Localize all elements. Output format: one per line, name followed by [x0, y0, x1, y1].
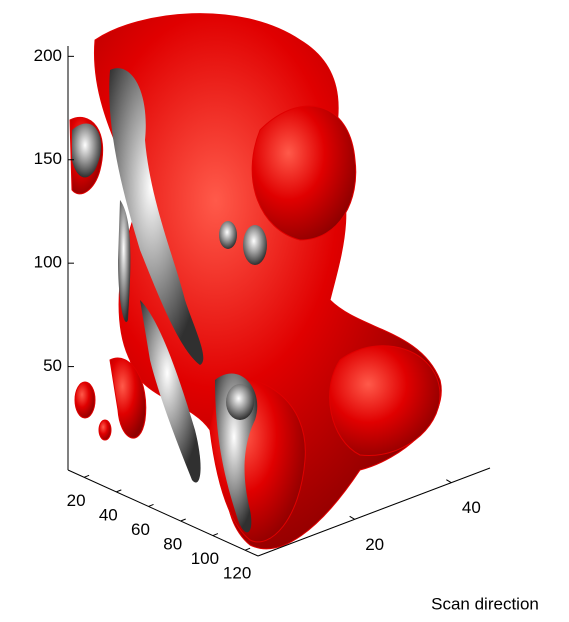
x-tick [83, 474, 90, 478]
z-tick-label: 50 [43, 356, 62, 375]
x-tick-label: 100 [191, 549, 219, 568]
x-tick [148, 503, 154, 507]
x-tick-label: 80 [163, 535, 182, 554]
gray-vortex [109, 68, 204, 365]
red-lobe [251, 105, 357, 241]
y-tick-label: 20 [365, 535, 384, 554]
gray-vortex [118, 200, 131, 322]
z-tick-label: 200 [34, 46, 62, 65]
isosurface [69, 13, 442, 550]
x-tick-label: 20 [67, 491, 86, 510]
y-tick [446, 479, 452, 484]
z-tick-label: 100 [34, 253, 62, 272]
y-tick [349, 515, 355, 520]
gray-vortex [226, 384, 254, 420]
red-blob [74, 381, 96, 419]
gray-vortex [140, 300, 201, 483]
x-tick-label: 40 [99, 505, 118, 524]
red-blob [98, 419, 112, 441]
red-lobe [329, 345, 441, 457]
x-axis [67, 469, 259, 557]
x-tick [180, 518, 186, 522]
red-blob [109, 357, 147, 439]
y-axis-label: Scan direction [431, 594, 539, 613]
x-tick [212, 533, 219, 537]
x-tick-label: 60 [131, 520, 150, 539]
gray-vortex [243, 225, 267, 265]
z-tick-label: 150 [34, 149, 62, 168]
gray-vortex [219, 221, 237, 249]
x-tick [116, 489, 122, 493]
gray-vortex [72, 123, 102, 178]
x-tick-label: 120 [223, 564, 251, 583]
x-tick [244, 547, 251, 551]
y-tick-label: 40 [462, 498, 481, 517]
